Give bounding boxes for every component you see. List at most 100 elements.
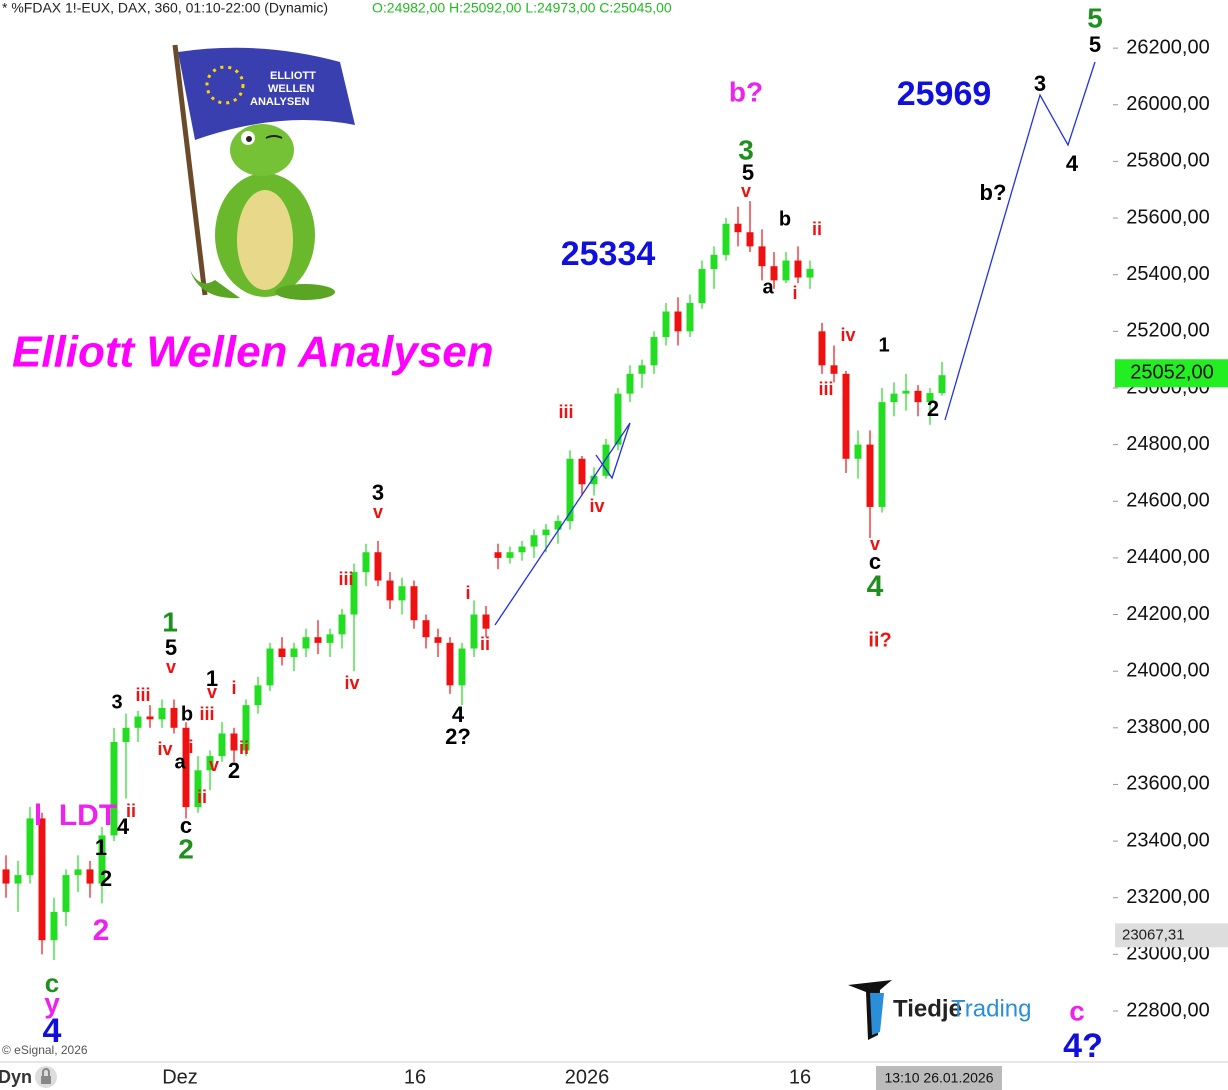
marker-price-label: 23067,31 bbox=[1122, 926, 1185, 943]
y-axis: 22800,00 23000,00 23200,00 23400,00 23600,00… bbox=[1113, 0, 1228, 1021]
candle-body bbox=[422, 620, 430, 638]
lock-icon[interactable] bbox=[35, 1066, 57, 1088]
candle-body bbox=[902, 390, 910, 394]
candle-body bbox=[746, 232, 754, 247]
wave-label: 5 bbox=[742, 160, 754, 185]
candle-body bbox=[650, 336, 658, 366]
wave-label: i bbox=[188, 737, 193, 757]
candle-body bbox=[626, 373, 634, 394]
wave-label: 1 bbox=[95, 835, 107, 860]
candle-body bbox=[878, 402, 886, 507]
mascot-eye bbox=[246, 136, 252, 142]
candle-body bbox=[722, 223, 730, 255]
candle-body bbox=[530, 535, 538, 547]
wave-label: 1 bbox=[162, 606, 178, 637]
candle-body bbox=[686, 303, 694, 332]
wave-label: 2 bbox=[93, 914, 110, 947]
y-tick-label: 24400,00 bbox=[1126, 546, 1209, 568]
flag-text: ELLIOTT bbox=[270, 70, 316, 82]
wave-label: 3 bbox=[111, 691, 122, 713]
candle-body bbox=[74, 869, 82, 876]
wave-label: iv bbox=[589, 496, 604, 516]
candle-body bbox=[770, 266, 778, 281]
candle-body bbox=[410, 586, 418, 621]
wave-label: i bbox=[465, 583, 470, 603]
wave-label: iii bbox=[338, 569, 353, 589]
candle-body bbox=[242, 705, 250, 751]
candle-body bbox=[386, 580, 394, 601]
mascot-eye bbox=[265, 135, 283, 139]
candle-body bbox=[14, 875, 22, 884]
candle-body bbox=[590, 475, 598, 485]
brand-text: Tiedje bbox=[893, 995, 962, 1022]
wave-label: iii bbox=[818, 379, 833, 399]
wave-label: ii bbox=[480, 634, 490, 654]
wave-label: ii bbox=[812, 219, 822, 239]
candle-body bbox=[218, 733, 226, 757]
candle-body bbox=[194, 770, 202, 808]
lock-body bbox=[41, 1076, 51, 1084]
wave-label: a bbox=[762, 276, 774, 298]
y-tick-label: 23600,00 bbox=[1126, 773, 1209, 795]
y-tick-label: 24600,00 bbox=[1126, 490, 1209, 512]
candle-body bbox=[698, 269, 706, 304]
wave-label: 2 bbox=[927, 396, 939, 421]
y-tick-label: 25400,00 bbox=[1126, 263, 1209, 285]
wave-label: a bbox=[174, 751, 186, 773]
plot-area bbox=[2, 201, 946, 961]
y-tick-label: 23800,00 bbox=[1126, 716, 1209, 738]
y-tick-label: 23000,00 bbox=[1126, 943, 1209, 965]
candle-body bbox=[578, 458, 586, 485]
wave-label: c bbox=[180, 813, 192, 838]
wave-label: c bbox=[869, 549, 881, 574]
wave-label: i bbox=[231, 678, 236, 698]
y-tick-label: 25200,00 bbox=[1126, 320, 1209, 342]
candle-body bbox=[782, 260, 790, 281]
candle-body bbox=[158, 707, 166, 720]
candle-body bbox=[662, 311, 670, 337]
wave-label: LDT bbox=[59, 799, 117, 832]
candle-body bbox=[110, 741, 118, 836]
candle-body bbox=[230, 733, 238, 751]
candle-body bbox=[830, 365, 838, 374]
candle-body bbox=[146, 716, 154, 720]
candle-body bbox=[362, 552, 370, 573]
wave-label: 3 bbox=[1034, 71, 1046, 96]
flag-stars bbox=[205, 65, 245, 105]
candle-body bbox=[302, 637, 310, 649]
candle-body bbox=[338, 614, 346, 635]
candle-body bbox=[26, 818, 34, 876]
mascot-foot bbox=[275, 284, 335, 300]
wave-label: 5 bbox=[1089, 32, 1101, 57]
wave-label: 4 bbox=[452, 702, 465, 727]
candle-body bbox=[122, 727, 130, 742]
wave-label: 25969 bbox=[897, 75, 992, 113]
mascot-belly bbox=[237, 190, 293, 290]
channel-line bbox=[494, 422, 631, 626]
wave-label: 4 bbox=[867, 570, 884, 603]
wave-label: v bbox=[741, 181, 751, 201]
wave-label: 2 bbox=[178, 833, 194, 864]
candle-body bbox=[206, 756, 214, 771]
wave-label: 25334 bbox=[561, 235, 656, 273]
wave-label: iv bbox=[157, 739, 172, 759]
wave-label: c bbox=[1069, 995, 1085, 1026]
candle-body bbox=[458, 648, 466, 686]
last-price-label: 25052,00 bbox=[1130, 362, 1213, 384]
candle-body bbox=[518, 546, 526, 553]
wave-label: 4 bbox=[117, 814, 130, 839]
candle-body bbox=[86, 869, 94, 884]
flag-text: WELLEN bbox=[268, 83, 314, 95]
flag-pole bbox=[172, 44, 208, 296]
wave-label: b bbox=[181, 703, 193, 725]
y-tick-label: 25600,00 bbox=[1126, 206, 1209, 228]
wave-label: b? bbox=[980, 180, 1007, 205]
y-tick-label: 24800,00 bbox=[1126, 433, 1209, 455]
wave-label: 3 bbox=[372, 480, 384, 505]
last-price-box bbox=[1115, 359, 1228, 388]
candle-body bbox=[470, 614, 478, 649]
x-tick-label: 16 bbox=[404, 1066, 426, 1088]
y-tick-label: 24000,00 bbox=[1126, 659, 1209, 681]
x-axis: Dez 16 2026 16 bbox=[162, 1066, 811, 1088]
candle-body bbox=[398, 586, 406, 601]
